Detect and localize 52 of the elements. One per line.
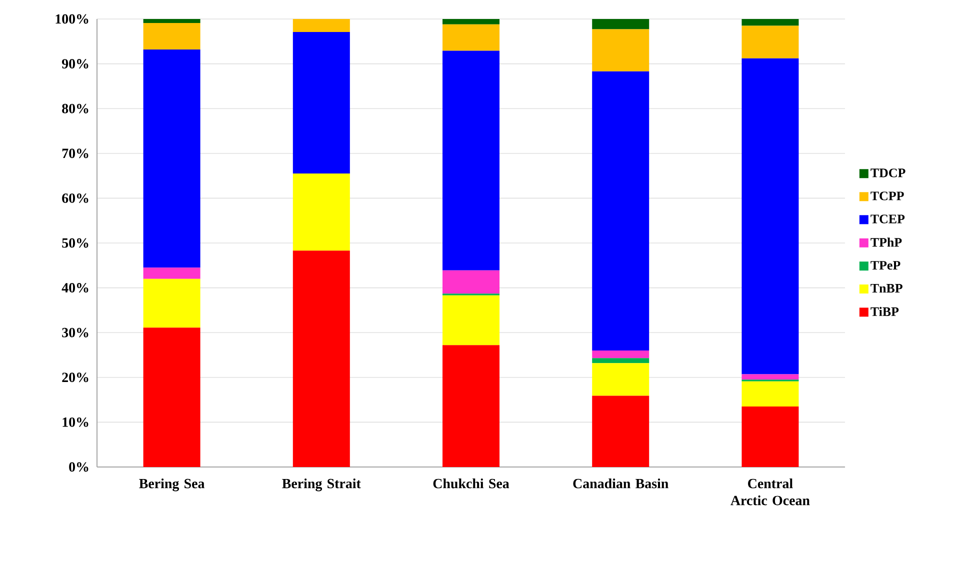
x-tick-label: Chukchi Sea — [433, 478, 510, 488]
y-tick-label: 90% — [62, 59, 88, 69]
y-tick-label: 100% — [56, 14, 88, 24]
bar — [742, 406, 799, 467]
bar — [442, 270, 500, 294]
legend-label: TCEP — [870, 214, 905, 224]
y-tick-label: 30% — [62, 328, 88, 338]
bar — [742, 381, 799, 407]
bar — [442, 18, 500, 24]
bar — [592, 350, 650, 358]
bar — [442, 345, 500, 467]
legend-label: TCPP — [870, 192, 904, 200]
bar — [442, 50, 500, 270]
legend-label: TPeP — [870, 261, 900, 270]
y-tick-label: 40% — [62, 283, 88, 293]
x-tick-label: Canadian Basin — [573, 478, 668, 488]
y-tick-label: 20% — [62, 372, 88, 382]
bar — [143, 23, 200, 50]
bar — [742, 26, 799, 58]
bar — [592, 18, 650, 30]
bar — [143, 328, 200, 467]
bar — [292, 174, 350, 251]
bar — [592, 29, 650, 72]
x-tick-label: Central Arctic Ocean — [730, 478, 810, 506]
bar — [292, 250, 350, 467]
bar — [592, 71, 650, 351]
y-tick-label: 10% — [62, 417, 88, 427]
y-tick-label: 80% — [62, 104, 88, 114]
bar — [742, 18, 799, 26]
legend-label: TDCP — [870, 168, 906, 178]
legend-label: TiBP — [870, 306, 899, 316]
legend-label: TPhP — [870, 238, 902, 247]
x-tick-label: Bering Sea — [139, 478, 205, 492]
legend-label: TnBP — [870, 284, 902, 293]
bar — [143, 268, 200, 279]
bar — [592, 363, 650, 396]
bar — [592, 396, 650, 467]
bar — [143, 49, 200, 268]
bar — [143, 278, 200, 328]
bar — [292, 32, 350, 174]
y-tick-label: 50% — [62, 238, 88, 248]
y-tick-label: 60% — [62, 193, 88, 203]
x-tick-label: Bering Strait — [282, 478, 361, 492]
bar — [442, 24, 500, 51]
bar — [742, 58, 799, 374]
bar — [742, 374, 799, 380]
bar — [442, 295, 500, 346]
bar — [143, 18, 200, 24]
bar — [292, 18, 350, 32]
y-tick-label: 0% — [69, 462, 88, 472]
bar — [592, 358, 650, 364]
y-tick-label: 70% — [62, 148, 88, 158]
